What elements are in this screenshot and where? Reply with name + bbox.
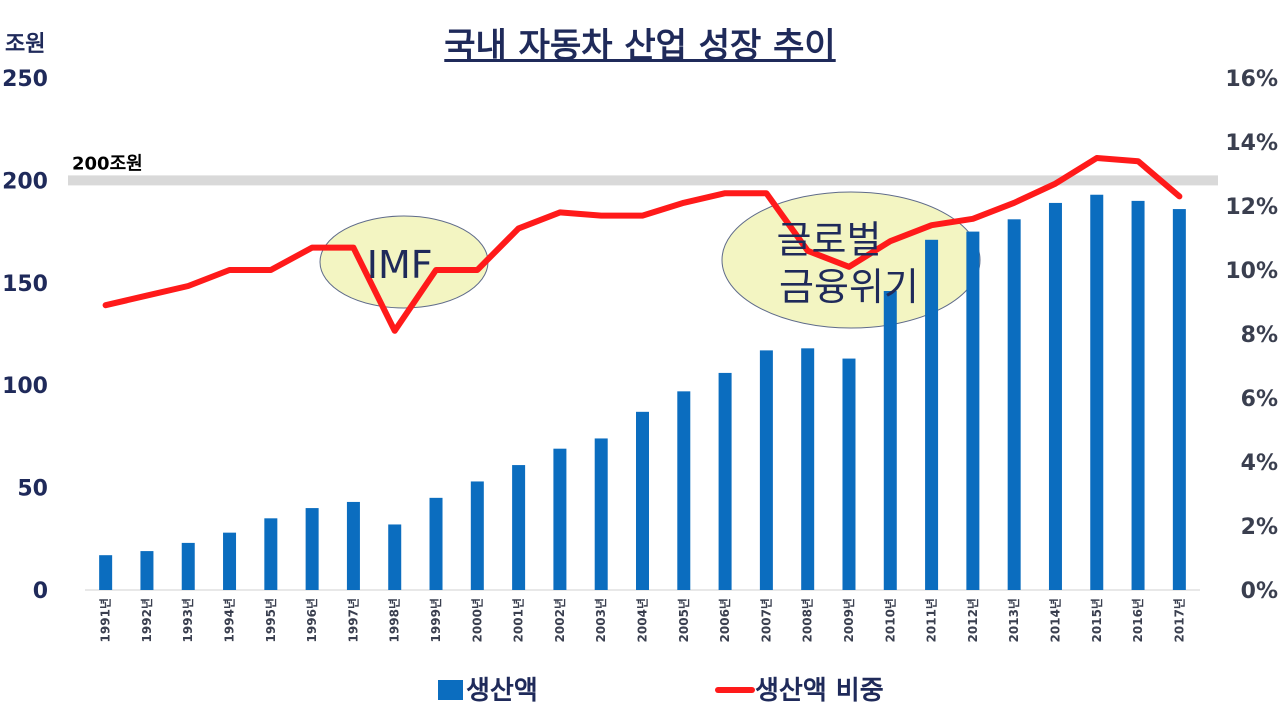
x-tick-label: 1994년	[223, 598, 237, 642]
x-tick-label: 2001년	[512, 598, 526, 642]
chart-title: 국내 자동차 산업 성장 추이	[444, 26, 836, 66]
bar-production-value	[223, 532, 237, 590]
x-tick-label: 2013년	[1007, 598, 1021, 642]
x-tick-label: 2005년	[677, 598, 691, 642]
y-right-tick-label: 2%	[1241, 515, 1278, 540]
y-right-tick-label: 12%	[1225, 195, 1278, 220]
bar-production-value	[1172, 209, 1186, 590]
y-right-tick-label: 6%	[1241, 387, 1278, 412]
bar-production-value	[842, 358, 856, 590]
bar-production-value	[140, 551, 154, 590]
y-right-tick-label: 10%	[1225, 259, 1278, 284]
bar-production-value	[966, 231, 980, 590]
x-tick-label: 1998년	[388, 598, 402, 642]
bar-production-value	[1131, 200, 1145, 590]
x-tick-label: 1999년	[429, 598, 443, 642]
bar-production-value	[718, 372, 732, 590]
x-tick-label: 2008년	[801, 598, 815, 642]
x-tick-label: 2007년	[759, 598, 773, 642]
bar-production-value	[759, 350, 773, 590]
line-production-share	[102, 155, 1183, 334]
y-left-tick-label: 150	[2, 272, 48, 297]
y-right-tick-label: 16%	[1225, 67, 1278, 92]
legend-bar-swatch	[438, 680, 463, 700]
bar-production-value	[264, 518, 278, 590]
x-tick-label: 2017년	[1172, 598, 1186, 642]
y-left-tick-label: 0	[33, 579, 48, 604]
x-tick-label: 2000년	[470, 598, 484, 642]
x-tick-label: 1991년	[99, 598, 113, 642]
x-tick-label: 2006년	[718, 598, 732, 642]
legend-line-label: 생산액 비중	[755, 676, 884, 706]
bar-production-value	[388, 524, 402, 590]
bar-production-value	[346, 501, 360, 590]
bar-production-value	[1007, 219, 1021, 590]
bar-production-value	[99, 555, 113, 590]
bar-production-value	[594, 438, 608, 590]
y-right-tick-label: 4%	[1241, 451, 1278, 476]
bar-production-value	[181, 542, 195, 590]
bar-production-value	[470, 481, 484, 590]
reference-line-label: 200조원	[72, 153, 143, 174]
bar-production-value	[1090, 194, 1104, 590]
left-axis-unit: 조원	[5, 32, 46, 57]
x-tick-label: 2004년	[636, 598, 650, 642]
x-tick-label: 1996년	[305, 598, 319, 642]
x-tick-label: 2010년	[883, 598, 897, 642]
legend-bar-label: 생산액	[466, 676, 538, 706]
y-left-tick-label: 100	[2, 374, 48, 399]
bar-production-value	[512, 465, 526, 590]
annotation-crisis-text-1: 글로벌	[777, 218, 882, 262]
annotation-imf-text: IMF	[367, 243, 433, 287]
y-right-tick-label: 8%	[1241, 323, 1278, 348]
bar-production-value	[677, 391, 691, 590]
x-tick-label: 2016년	[1131, 598, 1145, 642]
x-tick-label: 1993년	[181, 598, 195, 642]
x-tick-label: 2011년	[925, 598, 939, 642]
bar-production-value	[925, 239, 939, 591]
x-tick-label: 2009년	[842, 598, 856, 642]
y-left-tick-label: 200	[2, 169, 48, 194]
x-tick-label: 2012년	[966, 598, 980, 642]
reference-line-200	[68, 175, 1218, 186]
y-left-tick-label: 250	[2, 67, 48, 92]
x-tick-label: 1997년	[346, 598, 360, 642]
annotation-crisis-text-2: 금융위기	[779, 265, 919, 309]
bar-production-value	[883, 290, 897, 590]
x-tick-label: 1992년	[140, 598, 154, 642]
bar-production-value	[429, 497, 443, 590]
bar-production-value	[305, 508, 319, 590]
x-tick-label: 1995년	[264, 598, 278, 642]
x-tick-label: 2015년	[1090, 598, 1104, 642]
x-tick-label: 2014년	[1048, 598, 1062, 642]
x-tick-label: 2003년	[594, 598, 608, 642]
y-right-tick-label: 0%	[1241, 579, 1278, 604]
bar-production-value	[553, 448, 567, 590]
bar-production-value	[636, 411, 649, 590]
y-left-tick-label: 50	[17, 477, 48, 502]
bar-production-value	[1048, 202, 1062, 591]
y-right-tick-label: 14%	[1225, 131, 1278, 156]
x-tick-label: 2002년	[553, 598, 567, 642]
bar-production-value	[801, 348, 815, 590]
